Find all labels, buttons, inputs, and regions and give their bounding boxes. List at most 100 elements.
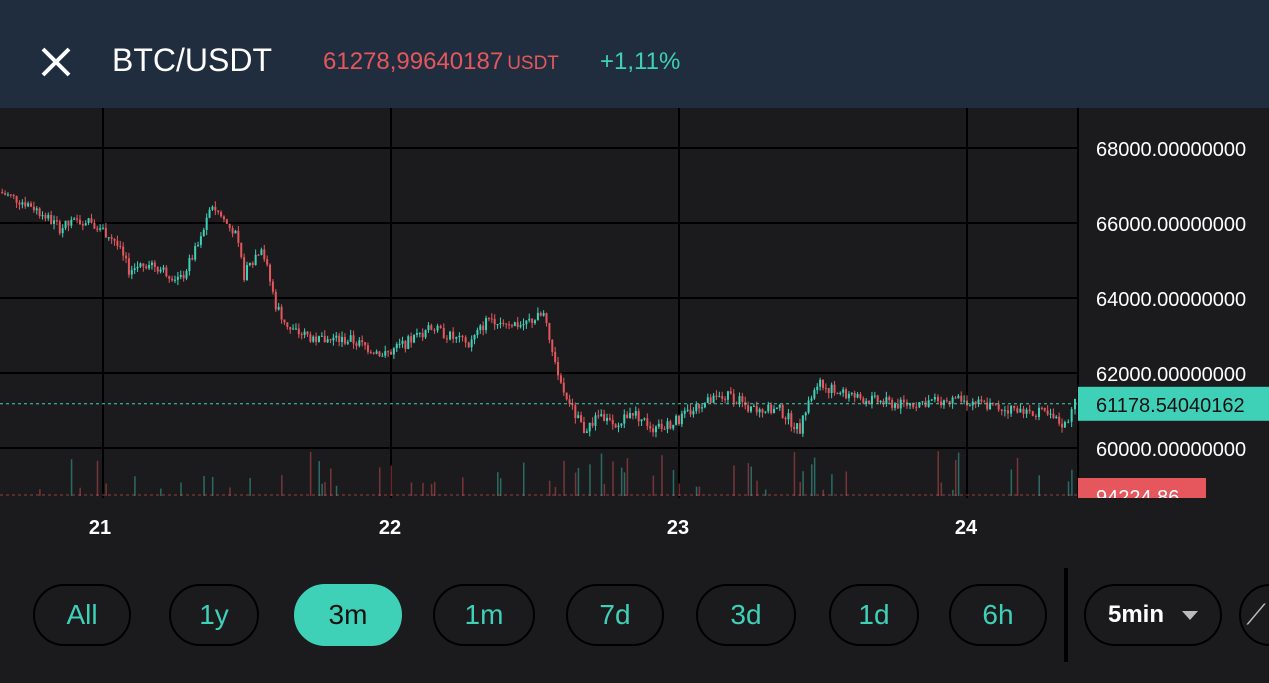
candle-body: [960, 395, 963, 402]
candle-body: [260, 249, 263, 255]
candle-body: [793, 426, 796, 430]
candle-body: [493, 318, 496, 325]
candle-body: [729, 391, 732, 394]
chart-tool-button[interactable]: ⟋: [1239, 584, 1269, 646]
candle-body: [885, 397, 888, 404]
candle-body: [191, 258, 194, 260]
candle-body: [640, 419, 643, 422]
candle-body: [153, 262, 156, 268]
candle-body: [234, 230, 237, 234]
range-1m-button[interactable]: 1m: [433, 584, 535, 646]
candle-body: [220, 212, 223, 217]
candle-body: [868, 401, 871, 405]
volume-bar: [822, 489, 824, 496]
candle-body: [510, 325, 513, 327]
candle-body: [58, 221, 61, 234]
candle-body: [32, 206, 35, 211]
candle-body: [145, 266, 148, 269]
volume-bar: [831, 474, 833, 496]
candle-body: [44, 215, 47, 219]
volume-bar: [70, 459, 73, 496]
candle-body: [341, 336, 344, 342]
candle-body: [758, 409, 761, 413]
candle-body: [611, 419, 614, 425]
candle-body: [1025, 409, 1028, 414]
candle-body: [104, 227, 107, 238]
candle-body: [942, 400, 945, 406]
candle-body: [718, 396, 721, 398]
candle-body: [430, 325, 433, 330]
candle-body: [286, 322, 289, 327]
candle-body: [833, 384, 836, 393]
volume-bar: [1038, 475, 1040, 496]
candle-body: [470, 339, 473, 348]
candle-body: [915, 407, 918, 409]
candle-body: [912, 403, 915, 408]
volume-bar: [793, 452, 796, 496]
candle-body: [53, 220, 56, 224]
candle-body: [724, 398, 727, 400]
volume-label: 94224.86: [1096, 487, 1179, 498]
range-1y-button[interactable]: 1y: [169, 584, 259, 646]
candle-body: [442, 328, 445, 339]
volume-bar: [603, 484, 606, 496]
candle-body: [251, 262, 254, 266]
volume-bar: [940, 482, 943, 496]
candle-body: [323, 335, 326, 343]
volume-bar: [612, 461, 614, 496]
volume-bar: [620, 467, 623, 496]
candle-body: [1010, 405, 1013, 414]
range-3m-button[interactable]: 3m: [294, 584, 402, 646]
candle-body: [194, 246, 197, 260]
candle-body: [73, 218, 76, 220]
candle-body: [856, 394, 859, 398]
candle-body: [35, 208, 38, 211]
candle-body: [620, 423, 623, 426]
candle-body: [228, 223, 231, 228]
volume-bar: [756, 480, 758, 496]
candle-body: [983, 401, 986, 403]
volume-bar: [764, 489, 767, 496]
candle-body: [142, 263, 145, 267]
volume-bar: [577, 467, 580, 496]
range-6h-button[interactable]: 6h: [949, 584, 1047, 646]
candle-body: [188, 258, 191, 272]
candle-body: [148, 265, 151, 269]
candle-body: [698, 404, 701, 409]
candle-body: [643, 418, 646, 420]
candle-body: [626, 414, 629, 418]
candle-body: [764, 411, 767, 413]
candle-body: [516, 322, 519, 327]
candle-body: [750, 406, 752, 412]
draw-line-icon: ⟋: [1246, 598, 1266, 630]
candle-body: [559, 375, 562, 383]
candle-body: [165, 267, 168, 277]
candle-body: [240, 242, 243, 258]
candle-body: [770, 404, 773, 413]
interval-dropdown[interactable]: 5min: [1084, 584, 1222, 646]
volume-bar: [554, 486, 557, 496]
volume-bar: [330, 468, 332, 496]
range-3d-button[interactable]: 3d: [696, 584, 796, 646]
candle-body: [870, 395, 873, 405]
close-icon[interactable]: [38, 44, 74, 80]
range-7d-button[interactable]: 7d: [566, 584, 664, 646]
candle-body: [568, 399, 571, 404]
range-all-button[interactable]: All: [33, 584, 131, 646]
candle-body: [836, 392, 839, 394]
candle-body: [50, 214, 53, 224]
price-chart[interactable]: 68000.00000000 66000.00000000 64000.000000…: [0, 108, 1269, 498]
candle-body: [4, 193, 7, 195]
candle-body: [882, 400, 885, 404]
candle-body: [130, 269, 133, 275]
volume-bar: [747, 463, 750, 496]
candle-body: [597, 415, 600, 417]
candle-body: [127, 258, 130, 275]
range-1d-button[interactable]: 1d: [829, 584, 919, 646]
y-tick-label: 68000.00000000: [1096, 139, 1246, 161]
candle-body: [726, 391, 729, 400]
candle-body: [819, 379, 822, 387]
candle-body: [669, 421, 672, 429]
candle-body: [827, 388, 830, 393]
interval-label: 5min: [1107, 601, 1164, 628]
